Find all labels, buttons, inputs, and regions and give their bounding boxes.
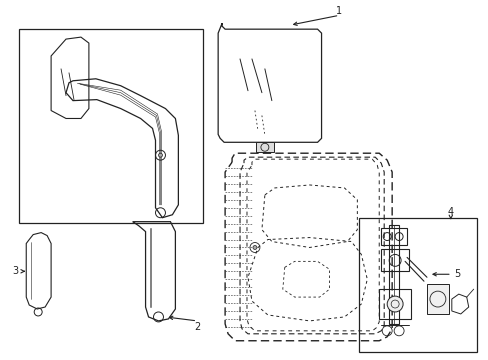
Bar (379, 289, 410, 319)
Bar (388, 225, 398, 324)
Text: 3: 3 (12, 266, 19, 276)
Bar (426, 284, 448, 314)
Circle shape (158, 153, 162, 157)
Text: 2: 2 (194, 322, 200, 332)
Circle shape (386, 296, 402, 312)
Circle shape (252, 246, 256, 249)
Bar (130, 223, 188, 322)
Bar (19, 29, 203, 223)
Bar (381, 249, 408, 271)
Text: 1: 1 (336, 6, 342, 16)
Bar (381, 228, 406, 246)
Bar (255, 142, 273, 152)
Text: 4: 4 (447, 207, 453, 217)
Bar (359, 218, 476, 352)
Text: 5: 5 (453, 269, 459, 279)
